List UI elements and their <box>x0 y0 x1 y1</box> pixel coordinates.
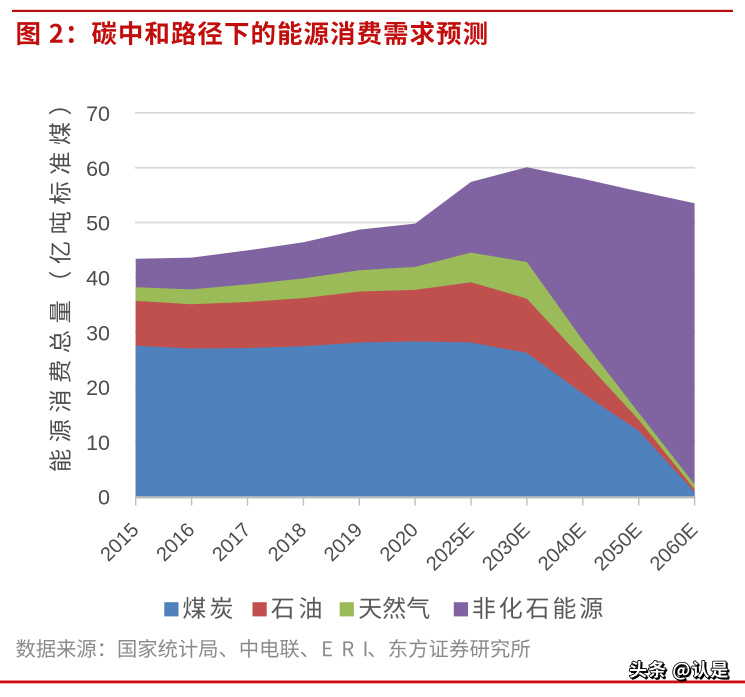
svg-text:0: 0 <box>98 486 110 510</box>
svg-text:60: 60 <box>86 157 110 181</box>
svg-text:70: 70 <box>86 102 110 126</box>
svg-text:20: 20 <box>86 376 110 400</box>
svg-text:10: 10 <box>86 431 110 455</box>
svg-text:30: 30 <box>86 321 110 345</box>
svg-text:40: 40 <box>86 267 110 291</box>
svg-text:50: 50 <box>86 212 110 236</box>
